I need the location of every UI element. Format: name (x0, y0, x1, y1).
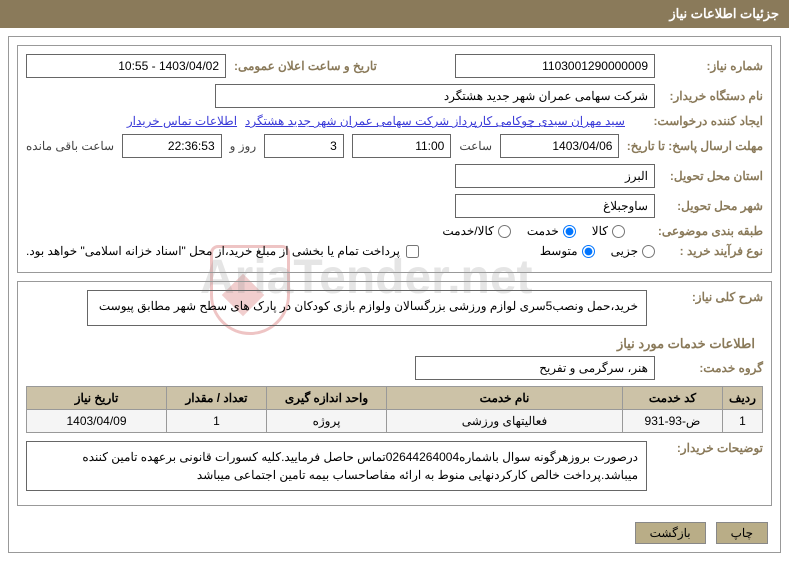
province-label: استان محل تحویل: (663, 169, 763, 183)
service-info-title: اطلاعات خدمات مورد نیاز (26, 336, 755, 352)
remaining-days: 3 (264, 134, 344, 158)
radio-medium-label: متوسط (540, 244, 578, 258)
button-row: چاپ بازگشت (9, 514, 780, 552)
radio-goods-label: کالا (592, 224, 608, 238)
announce-value: 1403/04/02 - 10:55 (26, 54, 226, 78)
subject-radio-group: کالا خدمت کالا/خدمت (442, 224, 625, 238)
payment-note: پرداخت تمام یا بخشی از مبلغ خرید،از محل … (26, 244, 400, 258)
th-code: کد خدمت (623, 387, 723, 410)
buyer-org-value: شرکت سهامی عمران شهر جدید هشتگرد (215, 84, 655, 108)
th-qty: تعداد / مقدار (167, 387, 267, 410)
form-section-bottom: شرح کلی نیاز: خرید،حمل ونصب5سری لوازم ور… (17, 281, 772, 506)
payment-checkbox[interactable] (406, 245, 419, 258)
main-container: شماره نیاز: 1103001290000009 تاریخ و ساع… (8, 36, 781, 553)
radio-goods-service-input[interactable] (498, 225, 511, 238)
radio-service-label: خدمت (527, 224, 559, 238)
buy-type-radio-group: جزیی متوسط (540, 244, 655, 258)
row-service-group: گروه خدمت: هنر، سرگرمی و تفریح (26, 356, 763, 380)
radio-goods-input[interactable] (612, 225, 625, 238)
row-city: شهر محل تحویل: ساوجبلاغ (26, 194, 763, 218)
service-group-label: گروه خدمت: (663, 361, 763, 375)
remaining-label: ساعت باقی مانده (26, 139, 114, 153)
td-row: 1 (723, 410, 763, 433)
radio-goods[interactable]: کالا (592, 224, 625, 238)
remaining-time: 22:36:53 (122, 134, 222, 158)
row-province: استان محل تحویل: البرز (26, 164, 763, 188)
row-deadline: مهلت ارسال پاسخ: تا تاریخ: 1403/04/06 سا… (26, 134, 763, 158)
announce-label: تاریخ و ساعت اعلان عمومی: (234, 59, 377, 73)
service-group-value: هنر، سرگرمی و تفریح (415, 356, 655, 380)
row-buyer-org: نام دستگاه خریدار: شرکت سهامی عمران شهر … (26, 84, 763, 108)
back-button[interactable]: بازگشت (635, 522, 706, 544)
contact-link[interactable]: اطلاعات تماس خریدار (127, 114, 237, 128)
need-number-value: 1103001290000009 (455, 54, 655, 78)
row-desc: شرح کلی نیاز: خرید،حمل ونصب5سری لوازم ور… (26, 290, 763, 326)
radio-minor[interactable]: جزیی (611, 244, 655, 258)
payment-checkbox-row[interactable]: پرداخت تمام یا بخشی از مبلغ خرید،از محل … (26, 244, 419, 258)
service-table: ردیف کد خدمت نام خدمت واحد اندازه گیری ت… (26, 386, 763, 433)
deadline-date: 1403/04/06 (500, 134, 619, 158)
radio-minor-label: جزیی (611, 244, 638, 258)
radio-medium[interactable]: متوسط (540, 244, 595, 258)
time-label: ساعت (459, 139, 492, 153)
province-value: البرز (455, 164, 655, 188)
subject-class-label: طبقه بندی موضوعی: (633, 224, 763, 238)
radio-medium-input[interactable] (582, 245, 595, 258)
city-value: ساوجبلاغ (455, 194, 655, 218)
buyer-org-label: نام دستگاه خریدار: (663, 89, 763, 103)
td-name: فعالیتهای ورزشی (387, 410, 623, 433)
requester-value: سید مهران سیدی چوکامی کارپرداز شرکت سهام… (245, 114, 625, 128)
desc-text: خرید،حمل ونصب5سری لوازم ورزشی بزرگسالان … (87, 290, 647, 326)
row-need-number: شماره نیاز: 1103001290000009 تاریخ و ساع… (26, 54, 763, 78)
requester-label: ایجاد کننده درخواست: (633, 114, 763, 128)
deadline-time: 11:00 (352, 134, 452, 158)
table-row: 1 ض-93-931 فعالیتهای ورزشی پروژه 1 1403/… (27, 410, 763, 433)
radio-service-input[interactable] (563, 225, 576, 238)
table-header-row: ردیف کد خدمت نام خدمت واحد اندازه گیری ت… (27, 387, 763, 410)
radio-service[interactable]: خدمت (527, 224, 576, 238)
days-and-label: روز و (230, 139, 257, 153)
radio-minor-input[interactable] (642, 245, 655, 258)
td-qty: 1 (167, 410, 267, 433)
radio-goods-service[interactable]: کالا/خدمت (442, 224, 510, 238)
buyer-notes-label: توضیحات خریدار: (663, 441, 763, 455)
print-button[interactable]: چاپ (716, 522, 768, 544)
row-requester: ایجاد کننده درخواست: سید مهران سیدی چوکا… (26, 114, 763, 128)
buy-type-label: نوع فرآیند خرید : (663, 244, 763, 258)
page-title: جزئیات اطلاعات نیاز (669, 6, 779, 21)
need-number-label: شماره نیاز: (663, 59, 763, 73)
page-header: جزئیات اطلاعات نیاز (0, 0, 789, 28)
row-buyer-notes: توضیحات خریدار: درصورت بروزهرگونه سوال ب… (26, 441, 763, 491)
row-buy-type: نوع فرآیند خرید : جزیی متوسط پرداخت تمام… (26, 244, 763, 258)
th-name: نام خدمت (387, 387, 623, 410)
th-unit: واحد اندازه گیری (267, 387, 387, 410)
row-subject-class: طبقه بندی موضوعی: کالا خدمت کالا/خدمت (26, 224, 763, 238)
buyer-notes-text: درصورت بروزهرگونه سوال باشماره0264426400… (26, 441, 647, 491)
city-label: شهر محل تحویل: (663, 199, 763, 213)
td-date: 1403/04/09 (27, 410, 167, 433)
deadline-label: مهلت ارسال پاسخ: تا تاریخ: (627, 139, 763, 153)
radio-goods-service-label: کالا/خدمت (442, 224, 493, 238)
th-date: تاریخ نیاز (27, 387, 167, 410)
td-code: ض-93-931 (623, 410, 723, 433)
td-unit: پروژه (267, 410, 387, 433)
desc-label: شرح کلی نیاز: (663, 290, 763, 304)
form-section-top: شماره نیاز: 1103001290000009 تاریخ و ساع… (17, 45, 772, 273)
th-row: ردیف (723, 387, 763, 410)
